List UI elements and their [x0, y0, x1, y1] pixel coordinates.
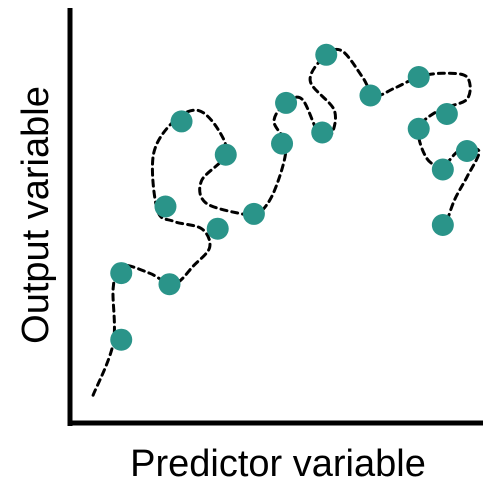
data-point-2	[110, 262, 133, 285]
x-axis-label: Predictor variable	[130, 443, 426, 481]
data-point-16	[435, 103, 458, 125]
data-point-7	[214, 143, 237, 166]
y-axis-label: Output variable	[15, 86, 57, 344]
data-point-13	[359, 84, 382, 107]
data-point-12	[315, 43, 338, 66]
overfit-curve	[91, 47, 481, 397]
data-point-5	[170, 110, 193, 133]
data-point-19	[431, 214, 454, 236]
data-point-3	[158, 273, 181, 296]
data-point-18	[455, 140, 478, 162]
data-point-10	[275, 91, 298, 114]
data-point-1	[110, 328, 133, 351]
data-point-17	[431, 158, 454, 181]
data-point-6	[206, 217, 229, 240]
data-point-15	[407, 117, 430, 140]
data-points	[110, 43, 478, 351]
data-point-4	[154, 195, 177, 218]
data-point-9	[271, 132, 294, 155]
data-point-11	[311, 121, 334, 144]
data-point-8	[242, 202, 265, 225]
data-point-14	[407, 66, 430, 88]
